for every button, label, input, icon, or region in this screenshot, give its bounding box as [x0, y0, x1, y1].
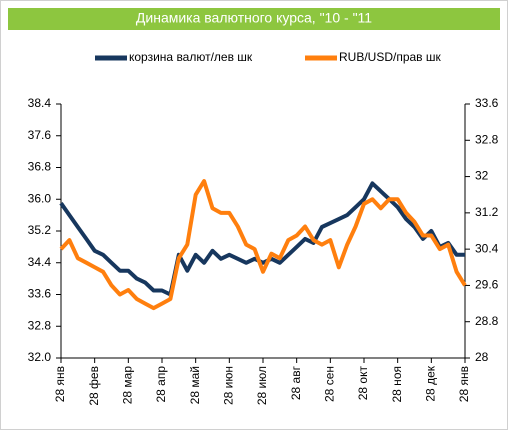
x-tick-label: 28 янв	[457, 366, 471, 402]
y2-tick-label: 28.8	[475, 314, 499, 328]
legend-label: корзина валют/лев шк	[129, 50, 253, 64]
series-line	[59, 181, 465, 297]
x-tick-label: 28 дек	[424, 365, 438, 401]
x-tick-label: 28 июл	[255, 366, 269, 405]
x-tick-label: 28 окт	[356, 366, 370, 401]
series-line	[59, 179, 467, 311]
y2-tick-label: 32.8	[475, 132, 499, 146]
y-tick-label: 36.0	[28, 191, 52, 205]
x-tick-label: 28 янв	[53, 366, 67, 402]
y2-tick-label: 31.2	[475, 205, 499, 219]
y-tick-label: 32.0	[28, 350, 52, 364]
y-tick-label: 33.6	[28, 287, 52, 301]
y-tick-label: 36.8	[28, 160, 52, 174]
y2-tick-label: 29.6	[475, 278, 499, 292]
x-tick-label: 28 авг	[289, 365, 303, 400]
x-tick-label: 28 фев	[87, 366, 101, 406]
x-tick-label: 28 сен	[323, 366, 337, 402]
x-tick-label: 28 апр	[154, 366, 168, 403]
y2-tick-label: 30.4	[475, 241, 499, 255]
legend-label: RUB/USD/прав шк	[339, 50, 442, 64]
title-bar	[8, 8, 500, 30]
y-tick-label: 38.4	[28, 96, 52, 110]
y-tick-label: 32.8	[28, 318, 52, 332]
chart-title: Динамика валютного курса, "10 - "11	[136, 10, 372, 26]
y2-tick-label: 33.6	[475, 96, 499, 110]
y-tick-label: 34.4	[28, 255, 52, 269]
y2-tick-label: 32	[475, 169, 489, 183]
y-tick-label: 35.2	[28, 223, 52, 237]
x-tick-label: 28 май	[188, 366, 202, 404]
y-tick-label: 37.6	[28, 128, 52, 142]
x-tick-label: 28 ноя	[390, 366, 404, 402]
x-tick-label: 28 мар	[121, 366, 135, 405]
x-tick-label: 28 июн	[222, 366, 236, 405]
y2-tick-label: 28	[475, 350, 489, 364]
